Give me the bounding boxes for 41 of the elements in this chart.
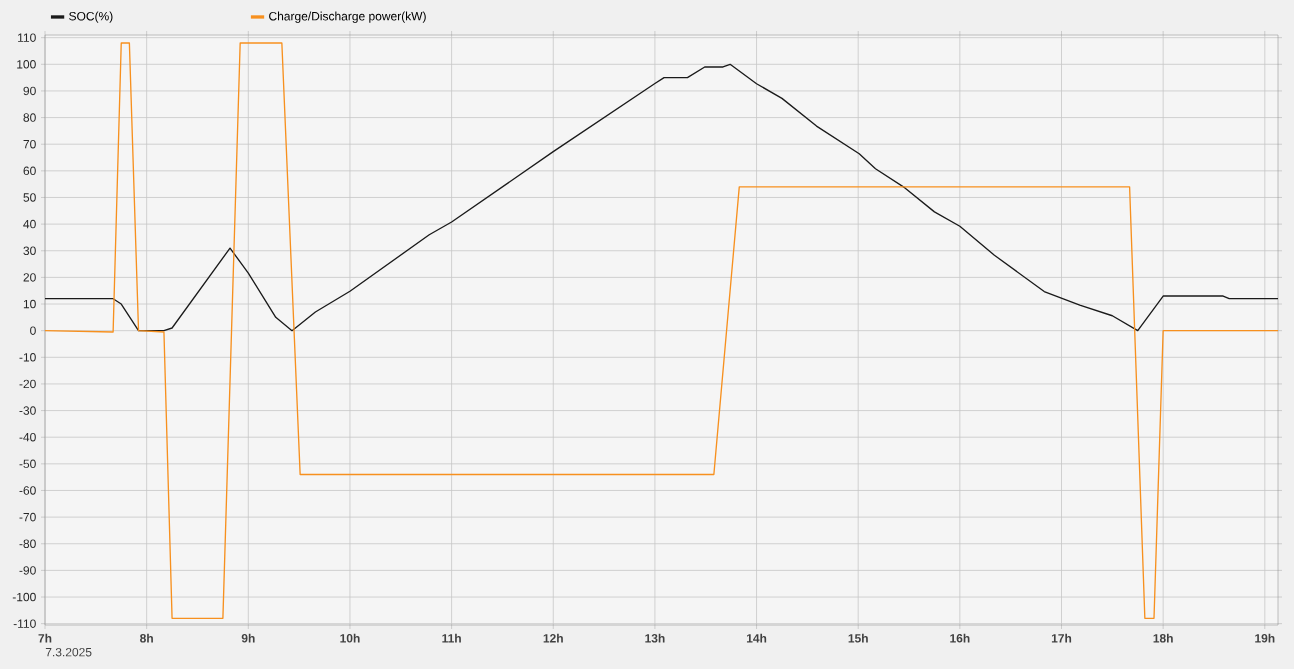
y-tick-label: 0 <box>30 326 36 335</box>
y-tick-label: 60 <box>23 166 36 176</box>
y-tick-label: -40 <box>19 432 36 442</box>
y-tick-label: -10 <box>19 353 36 362</box>
x-tick-label: 15h <box>848 633 868 643</box>
y-tick-label: -70 <box>19 512 36 522</box>
y-tick-label: 20 <box>23 273 36 282</box>
y-tick-label: 90 <box>23 86 36 96</box>
y-tick-label: 70 <box>23 139 36 149</box>
x-tick-label: 9h <box>241 633 255 643</box>
y-tick-label: 40 <box>23 219 36 229</box>
line-series <box>44 63 1279 332</box>
legend-label: SOC(%) <box>69 11 113 23</box>
line-series <box>44 42 1279 620</box>
x-tick-label: 8h <box>140 633 153 643</box>
x-tick-label: 12h <box>543 633 563 643</box>
y-tick-label: 50 <box>23 193 36 202</box>
x-tick-label: 11h <box>442 633 461 643</box>
y-tick-label: 110 <box>18 33 36 42</box>
x-tick-label: 16h <box>950 633 970 643</box>
y-tick-label: -90 <box>19 566 36 575</box>
legend-label: Charge/Discharge power(kW) <box>269 11 426 23</box>
y-tick-label: -110 <box>13 619 36 628</box>
y-tick-label: -50 <box>19 459 36 469</box>
y-tick-label: -20 <box>19 379 36 389</box>
y-tick-label: -30 <box>19 406 36 415</box>
y-tick-label: -100 <box>12 592 36 602</box>
y-tick-label: 100 <box>17 60 36 69</box>
x-tick-label: 18h <box>1153 633 1173 643</box>
x-tick-label: 7h <box>38 633 52 643</box>
y-tick-label: 30 <box>23 246 36 256</box>
text: 7.3.2025 <box>45 647 92 657</box>
y-tick-label: 80 <box>23 113 36 122</box>
x-tick-label: 13h <box>645 633 665 643</box>
y-tick-label: -80 <box>19 539 36 549</box>
y-tick-label: 10 <box>23 299 36 309</box>
x-tick-label: 17h <box>1051 633 1072 643</box>
y-tick-label: -60 <box>19 486 36 495</box>
x-tick-label: 19h <box>1255 633 1275 643</box>
x-tick-label: 10h <box>340 633 360 643</box>
x-tick-label: 14h <box>746 633 767 643</box>
